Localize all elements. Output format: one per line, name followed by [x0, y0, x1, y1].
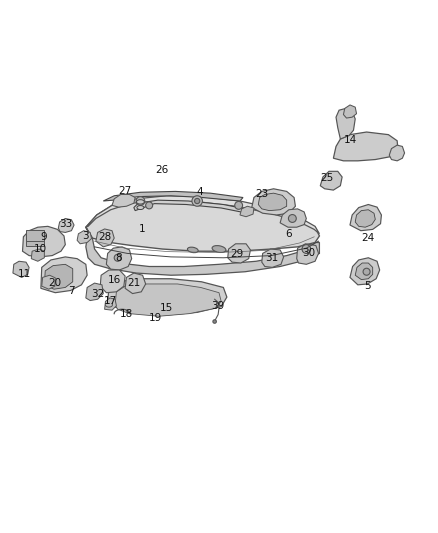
Polygon shape: [240, 206, 254, 217]
Text: 10: 10: [33, 244, 46, 254]
Polygon shape: [41, 257, 87, 293]
Polygon shape: [320, 171, 342, 190]
Text: 21: 21: [127, 278, 141, 288]
Polygon shape: [389, 145, 405, 161]
Text: 8: 8: [115, 253, 122, 263]
Circle shape: [235, 201, 243, 209]
Text: 9: 9: [40, 232, 47, 242]
Polygon shape: [108, 279, 227, 316]
Text: 5: 5: [364, 281, 371, 291]
Polygon shape: [44, 264, 73, 289]
Text: 3: 3: [82, 231, 89, 241]
Text: 19: 19: [149, 313, 162, 323]
Polygon shape: [58, 219, 74, 232]
Text: 28: 28: [98, 232, 111, 242]
Circle shape: [302, 245, 311, 253]
Polygon shape: [134, 200, 250, 213]
Text: 32: 32: [91, 288, 104, 298]
Polygon shape: [105, 298, 117, 310]
Polygon shape: [297, 244, 318, 264]
Polygon shape: [350, 258, 380, 285]
Polygon shape: [96, 229, 114, 247]
Text: 33: 33: [59, 219, 72, 229]
Polygon shape: [77, 231, 92, 244]
Polygon shape: [13, 261, 29, 277]
Text: 39: 39: [212, 301, 225, 311]
Text: 23: 23: [255, 189, 268, 199]
Text: 25: 25: [321, 173, 334, 183]
Text: 16: 16: [108, 276, 121, 286]
Text: 17: 17: [104, 296, 117, 306]
Circle shape: [146, 202, 152, 209]
Polygon shape: [280, 209, 306, 227]
Circle shape: [288, 215, 296, 222]
FancyBboxPatch shape: [26, 230, 44, 241]
Text: 15: 15: [160, 303, 173, 313]
Polygon shape: [336, 108, 355, 139]
Circle shape: [136, 197, 145, 205]
Polygon shape: [350, 205, 381, 231]
Polygon shape: [103, 191, 243, 201]
Text: 6: 6: [286, 229, 292, 239]
Circle shape: [194, 198, 200, 204]
Circle shape: [114, 254, 121, 261]
FancyBboxPatch shape: [26, 232, 44, 246]
Polygon shape: [355, 263, 373, 280]
Text: 26: 26: [155, 165, 169, 175]
Polygon shape: [42, 275, 55, 289]
Polygon shape: [86, 283, 103, 301]
Text: 7: 7: [68, 286, 75, 295]
Polygon shape: [333, 132, 398, 161]
Text: 30: 30: [302, 248, 315, 259]
Polygon shape: [86, 227, 319, 275]
Polygon shape: [262, 249, 284, 268]
Circle shape: [192, 196, 202, 206]
Ellipse shape: [212, 246, 226, 253]
Ellipse shape: [137, 206, 144, 209]
Text: 14: 14: [343, 135, 357, 145]
Text: 31: 31: [265, 253, 278, 263]
Polygon shape: [258, 193, 287, 211]
Polygon shape: [31, 249, 44, 261]
Polygon shape: [106, 247, 132, 270]
Text: 29: 29: [231, 249, 244, 259]
Polygon shape: [355, 210, 375, 227]
Circle shape: [363, 268, 370, 275]
Text: 1: 1: [139, 224, 146, 235]
Text: 24: 24: [361, 233, 374, 243]
Ellipse shape: [187, 247, 198, 253]
Text: 27: 27: [119, 187, 132, 196]
Text: 18: 18: [120, 309, 133, 319]
Polygon shape: [252, 189, 295, 215]
Polygon shape: [100, 270, 125, 293]
Polygon shape: [228, 244, 251, 263]
Text: 20: 20: [49, 278, 62, 288]
Ellipse shape: [137, 200, 145, 204]
Polygon shape: [112, 195, 135, 207]
Text: 4: 4: [196, 187, 203, 197]
Circle shape: [213, 320, 216, 323]
Text: 11: 11: [18, 269, 32, 279]
Polygon shape: [115, 284, 221, 316]
Polygon shape: [125, 273, 146, 294]
Polygon shape: [86, 196, 319, 234]
Polygon shape: [343, 105, 357, 118]
Polygon shape: [86, 198, 319, 251]
Polygon shape: [22, 227, 65, 257]
